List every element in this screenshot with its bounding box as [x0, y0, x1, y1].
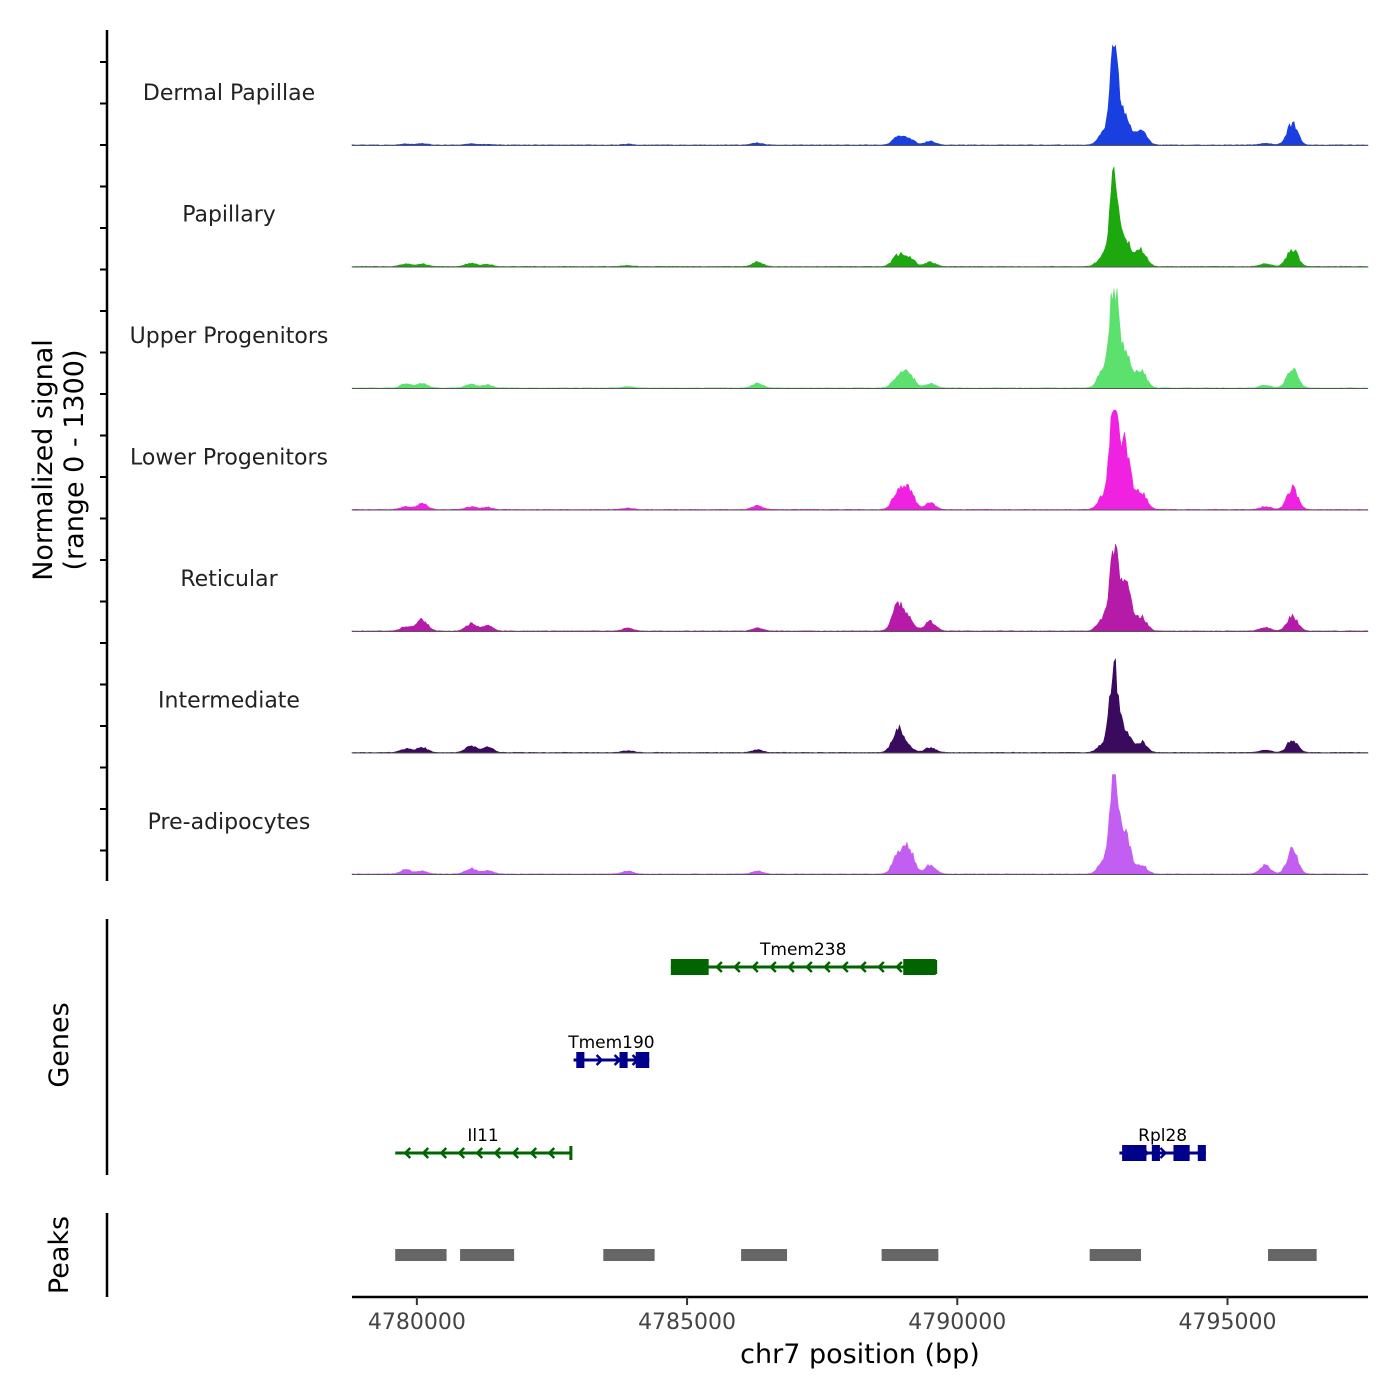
gene-tmem190: Tmem190 — [567, 1033, 655, 1068]
strand-arrow — [493, 1147, 502, 1159]
signal-track-intermediate: Intermediate — [158, 658, 1369, 754]
signal-area — [351, 409, 1369, 511]
strand-arrow — [457, 1147, 466, 1159]
gene-track: Tmem238 Tmem190 Il11 Rpl28 — [105, 919, 1206, 1175]
strand-arrow — [877, 961, 885, 973]
peak-region — [603, 1249, 655, 1261]
gene-exon — [619, 1052, 628, 1068]
track-label: Reticular — [180, 567, 278, 592]
track-label: Upper Progenitors — [130, 324, 329, 349]
track-label: Intermediate — [158, 689, 300, 714]
x-tick-label: 4780000 — [368, 1310, 466, 1335]
gene-label: Il11 — [467, 1126, 498, 1146]
signal-area — [351, 44, 1369, 146]
x-tick-label: 4795000 — [1178, 1310, 1276, 1335]
gene-exon — [576, 1052, 585, 1068]
y-axis-title: Normalized signal — [28, 339, 59, 581]
signal-track-dermal-papillae: Dermal Papillae — [143, 44, 1369, 146]
gene-exon — [1151, 1145, 1160, 1161]
strand-arrow — [475, 1147, 484, 1159]
strand-arrow — [895, 961, 903, 973]
strand-arrow — [421, 1147, 430, 1159]
gene-exon — [1122, 1145, 1147, 1161]
gene-tmem238: Tmem238 — [670, 940, 938, 975]
signal-tracks: Dermal Papillae Papillary Upper Progenitor… — [130, 44, 1370, 875]
strand-arrow — [715, 961, 723, 973]
gene-il11: Il11 — [395, 1126, 573, 1160]
signal-track-papillary: Papillary — [182, 166, 1370, 268]
signal-area — [351, 544, 1369, 632]
strand-arrow — [1159, 1147, 1168, 1159]
strand-arrow — [733, 961, 741, 973]
gene-label: Tmem238 — [759, 940, 846, 960]
signal-area — [351, 166, 1370, 268]
track-label: Pre-adipocytes — [148, 810, 311, 835]
strand-arrow — [439, 1147, 448, 1159]
track-label: Papillary — [182, 203, 276, 228]
signal-track-upper-progenitors: Upper Progenitors — [130, 288, 1369, 389]
y-axis-range: (range 0 - 1300) — [59, 350, 90, 571]
signal-area — [351, 288, 1369, 389]
track-label: Lower Progenitors — [130, 446, 328, 471]
strand-arrow — [823, 961, 831, 973]
signal-area — [351, 658, 1369, 754]
strand-arrow — [859, 961, 867, 973]
gene-label: Rpl28 — [1138, 1126, 1187, 1146]
strand-arrow — [805, 961, 813, 973]
x-axis-title: chr7 position (bp) — [740, 1339, 980, 1370]
signal-track-reticular: Reticular — [180, 544, 1369, 632]
gene-exon — [1173, 1145, 1190, 1161]
strand-arrow — [511, 1147, 520, 1159]
signal-area — [351, 774, 1369, 875]
gene-rpl28: Rpl28 — [1119, 1126, 1206, 1161]
gene-exon — [670, 959, 709, 975]
strand-arrow — [787, 961, 795, 973]
x-tick-label: 4790000 — [908, 1310, 1006, 1335]
peak-region — [1268, 1249, 1317, 1261]
gene-label: Tmem190 — [567, 1033, 654, 1053]
strand-arrow — [841, 961, 849, 973]
peak-region — [1089, 1249, 1142, 1261]
strand-arrow — [751, 961, 759, 973]
x-axis: 4780000 4785000 4790000 4795000 — [352, 1295, 1368, 1335]
gene-exon — [1197, 1145, 1206, 1161]
genes-panel-label: Genes — [44, 1002, 75, 1087]
strand-arrow — [403, 1147, 412, 1159]
peak-region — [460, 1249, 515, 1261]
left-axis — [100, 30, 109, 881]
x-tick-label: 4785000 — [638, 1310, 736, 1335]
gene-exon — [903, 959, 936, 975]
strand-arrow — [529, 1147, 538, 1159]
peaks-panel-label: Peaks — [44, 1216, 75, 1294]
track-label: Dermal Papillae — [143, 81, 315, 106]
peak-track — [105, 1213, 1317, 1297]
peak-region — [395, 1249, 447, 1261]
signal-track-lower-progenitors: Lower Progenitors — [130, 409, 1369, 511]
peak-region — [881, 1249, 939, 1261]
signal-track-pre-adipocytes: Pre-adipocytes — [148, 774, 1369, 875]
strand-arrow — [769, 961, 777, 973]
peak-region — [741, 1249, 788, 1261]
strand-arrow — [595, 1054, 604, 1066]
strand-arrow — [547, 1147, 556, 1159]
gene-exon — [635, 1052, 650, 1068]
